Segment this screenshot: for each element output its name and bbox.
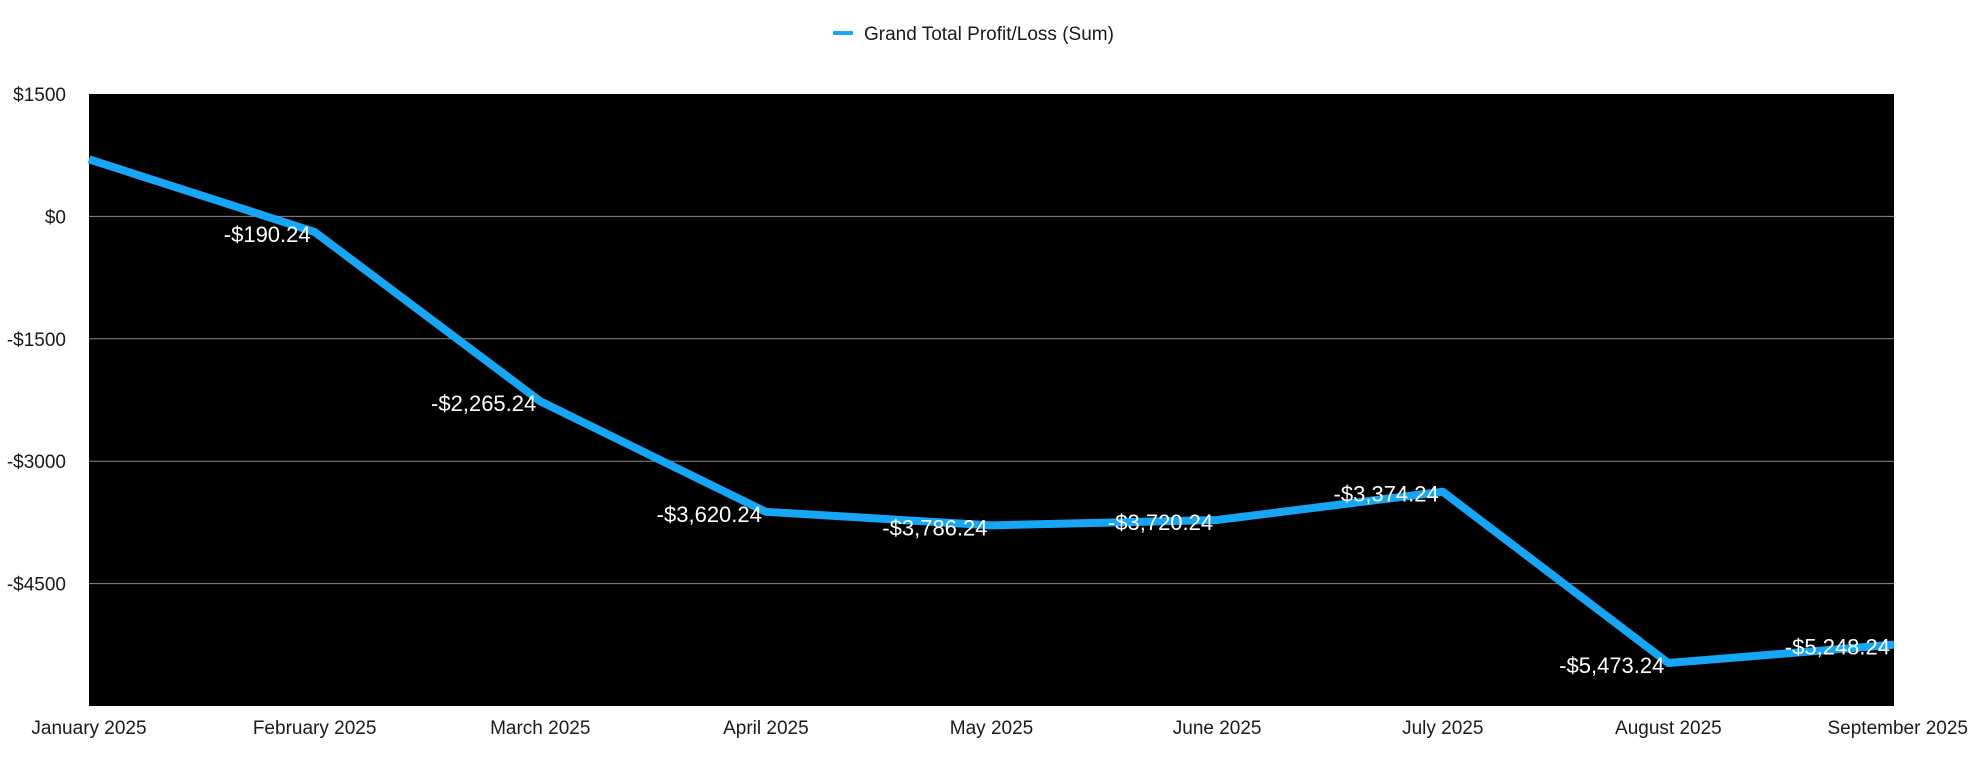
legend-swatch xyxy=(833,31,853,35)
data-label: -$2,265.24 xyxy=(431,391,536,416)
data-labels: -$190.24 -$2,265.24 -$3,620.24 -$3,786.24 -$… xyxy=(224,222,1890,678)
legend[interactable]: Grand Total Profit/Loss (Sum) xyxy=(833,24,1114,45)
y-tick-label: -$4500 xyxy=(7,575,66,596)
y-tick-label: $0 xyxy=(45,207,66,228)
y-tick-label: -$1500 xyxy=(7,330,66,351)
x-tick-label: January 2025 xyxy=(31,718,146,739)
legend-label: Grand Total Profit/Loss (Sum) xyxy=(864,24,1114,45)
data-label: -$5,473.24 xyxy=(1559,653,1664,678)
x-tick-label: September 2025 xyxy=(1828,718,1969,739)
y-tick-label: -$3000 xyxy=(7,452,66,473)
data-label: -$5,248.24 xyxy=(1785,635,1890,660)
gridlines xyxy=(89,215,1894,585)
series-lines xyxy=(87,155,1895,668)
data-label: -$3,620.24 xyxy=(657,502,762,527)
x-tick-label: June 2025 xyxy=(1173,718,1262,739)
x-tick-label: February 2025 xyxy=(253,718,377,739)
x-axis: January 2025 February 2025 March 2025 April… xyxy=(31,718,1968,739)
y-tick-label: $1500 xyxy=(13,85,66,106)
x-tick-label: March 2025 xyxy=(490,718,590,739)
x-tick-label: April 2025 xyxy=(723,718,809,739)
data-label: -$190.24 xyxy=(224,222,311,247)
data-label: -$3,374.24 xyxy=(1334,482,1439,507)
plot-background xyxy=(89,94,1894,706)
x-tick-label: July 2025 xyxy=(1402,718,1483,739)
x-tick-label: May 2025 xyxy=(950,718,1033,739)
data-label: -$3,720.24 xyxy=(1108,510,1213,535)
x-tick-label: August 2025 xyxy=(1615,718,1722,739)
y-axis: $1500 $0 -$1500 -$3000 -$4500 xyxy=(7,85,66,596)
data-label: -$3,786.24 xyxy=(882,515,987,540)
